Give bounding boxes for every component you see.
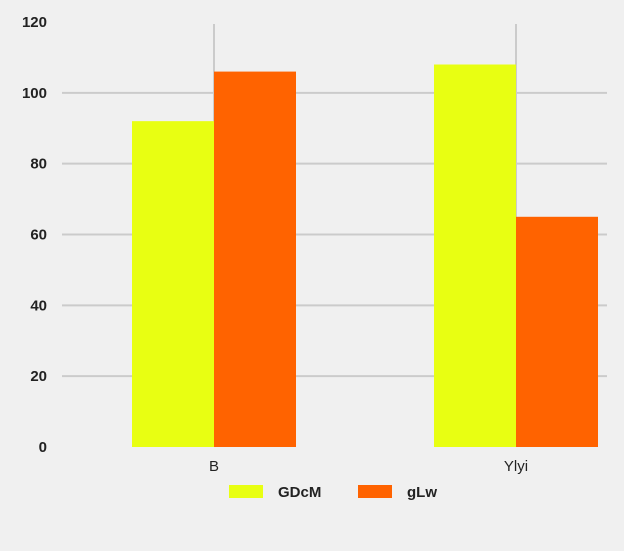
x-tick-label: Ylyi bbox=[504, 458, 528, 475]
y-tick-label: 60 bbox=[30, 227, 47, 244]
bars bbox=[132, 64, 598, 448]
x-axis-ticks: B Ylyi bbox=[209, 458, 528, 475]
legend-label-gLw: gLw bbox=[407, 484, 437, 501]
y-tick-label: 0 bbox=[39, 439, 47, 456]
y-tick-label: 80 bbox=[30, 156, 47, 173]
legend-swatch-gLw bbox=[358, 485, 392, 498]
y-tick-label: 40 bbox=[30, 297, 47, 314]
bar-gLw-Ylyi bbox=[516, 216, 598, 447]
bar-gLw-B bbox=[214, 71, 296, 447]
y-tick-label: 120 bbox=[22, 14, 47, 31]
legend-label-GDcM: GDcM bbox=[278, 484, 321, 501]
y-tick-label: 20 bbox=[30, 368, 47, 385]
legend-swatch-GDcM bbox=[229, 485, 263, 498]
x-tick-label: B bbox=[209, 458, 219, 475]
y-axis-ticks: 0 20 40 60 80 100 120 bbox=[22, 14, 47, 456]
legend: GDcM gLw bbox=[229, 484, 437, 501]
y-tick-label: 100 bbox=[22, 85, 47, 102]
bar-GDcM-Ylyi bbox=[434, 64, 516, 447]
bar-GDcM-B bbox=[132, 121, 214, 448]
